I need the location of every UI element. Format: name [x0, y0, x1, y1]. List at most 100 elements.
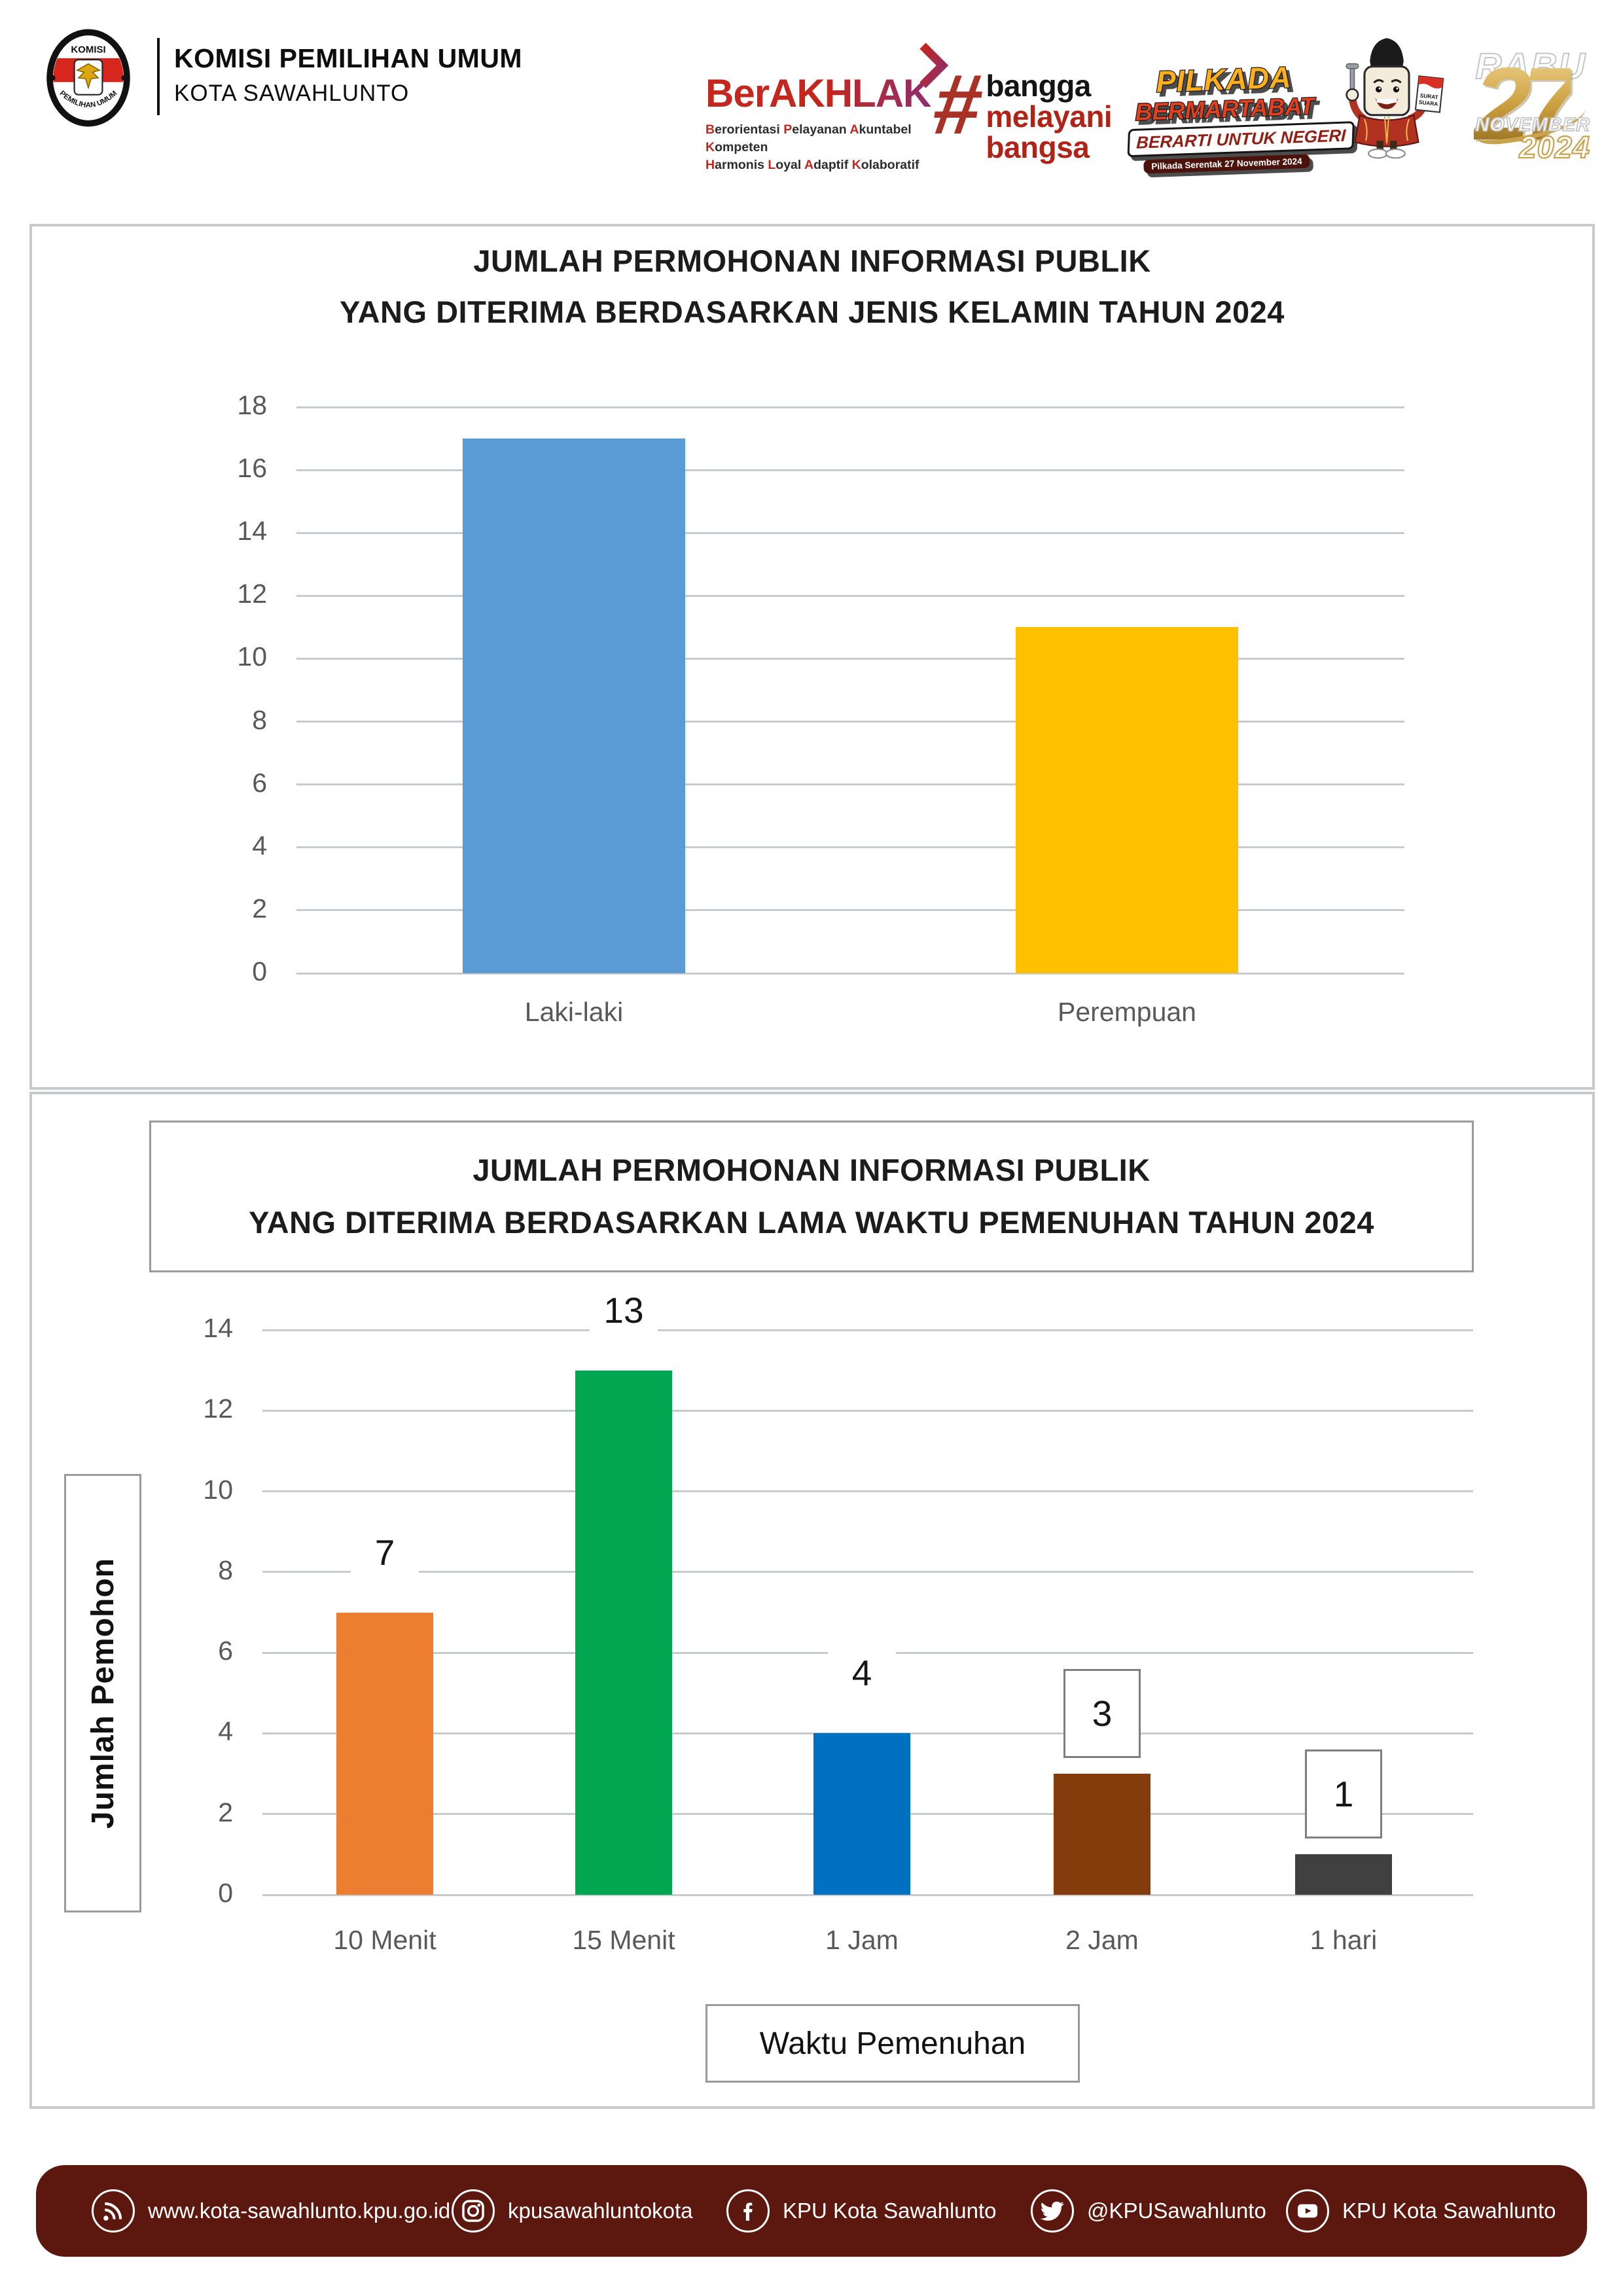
header-divider [157, 38, 160, 115]
date-badge-year: 2024 [1518, 129, 1590, 165]
hash-icon: # [927, 56, 989, 152]
y-tick-label: 10 [203, 1474, 233, 1505]
org-block: KOMISI PEMILIHAN UMUM KOTA SAWAHLUNTO [174, 43, 522, 107]
category-label: 15 Menit [572, 1925, 675, 1955]
berakhlak-tagline-2: Harmonis Loyal Adaptif Kolaboratif [705, 158, 919, 172]
gridline [296, 909, 1404, 912]
bar [1054, 1774, 1150, 1895]
y-tick-label: 4 [218, 1716, 233, 1747]
bangga-melayani-bangsa-logo: # bangga melayani bangsa [928, 56, 1113, 164]
footer-item-label: kpusawahluntokota [508, 2198, 693, 2223]
gridline [262, 1571, 1473, 1573]
chart2-title: JUMLAH PERMOHONAN INFORMASI PUBLIK YANG … [149, 1121, 1474, 1272]
facebook-icon [726, 2189, 770, 2233]
chart2-x-axis-title: Waktu Pemenuhan [705, 2004, 1080, 2083]
gridline [296, 469, 1404, 471]
y-tick-label: 12 [203, 1393, 233, 1424]
footer-item-label: KPU Kota Sawahlunto [783, 2198, 997, 2223]
y-tick-label: 0 [218, 1878, 233, 1908]
svg-text:SUARA: SUARA [1419, 99, 1438, 107]
berakhlak-tagline-1: Berorientasi Pelayanan Akuntabel Kompete… [705, 122, 912, 154]
pilkada-badge-line4: Pilkada Serentak 27 November 2024 [1143, 154, 1310, 174]
category-label: 1 Jam [825, 1925, 899, 1955]
chart1-panel [29, 224, 1595, 1090]
date-badge-date: 27 [1474, 46, 1580, 162]
gridline [262, 1329, 1473, 1331]
footer-item-label: @KPUSawahlunto [1087, 2198, 1266, 2223]
bar [1016, 627, 1238, 973]
y-tick-label: 8 [252, 704, 267, 735]
berakhlak-arrow-icon [919, 43, 949, 88]
category-label: 1 hari [1310, 1925, 1378, 1955]
y-tick-label: 4 [252, 830, 267, 861]
y-tick-label: 2 [218, 1797, 233, 1827]
youtube-icon [1286, 2189, 1329, 2233]
bar [1295, 1854, 1392, 1895]
y-tick-label: 14 [203, 1313, 233, 1343]
y-tick-label: 10 [237, 641, 267, 672]
gridline [262, 1893, 1473, 1896]
y-tick-label: 16 [237, 453, 267, 484]
data-label: 1 [1305, 1749, 1382, 1839]
berakhlak-logo: BerAKHLAK Berorientasi Pelayanan Akuntab… [705, 43, 949, 174]
hashtag-word-2: melayani [986, 99, 1113, 134]
footer-item-youtube: KPU Kota Sawahlunto [1286, 2165, 1556, 2257]
hashtag-word-1: bangga [986, 69, 1091, 103]
bar [813, 1733, 910, 1895]
category-label: Laki-laki [524, 997, 624, 1027]
data-label: 3 [1063, 1669, 1141, 1759]
y-tick-label: 6 [252, 767, 267, 798]
gridline [262, 1409, 1473, 1412]
chart1-plot-area: 0 2 4 6 8 10 12 14 16 18 Laki-laki Perempuan [237, 390, 1404, 1027]
category-label: Perempuan [1058, 997, 1196, 1027]
surat-suara-card: SURAT SUARA [1414, 75, 1444, 113]
category-label: 2 Jam [1065, 1925, 1139, 1955]
songkok-hat [1370, 38, 1404, 72]
date-badge-month: NOVEMBER [1475, 114, 1590, 136]
chart2-plot-area: 0 2 4 6 8 10 12 14 10 Menit 7 15 Menit 1 3 1 Jam 4 2 Ja… [203, 1280, 1473, 1955]
kpu-logo-top-text: KOMISI [71, 44, 105, 55]
footer-item-label: www.kota-sawahlunto.kpu.go.id [148, 2198, 451, 2223]
gridline [296, 594, 1404, 597]
org-unit: KOTA SAWAHLUNTO [174, 81, 410, 106]
data-label: 4 [828, 1643, 896, 1704]
footer-item-rss: www.kota-sawahlunto.kpu.go.id [92, 2165, 450, 2257]
gridline [296, 972, 1404, 975]
y-tick-label: 2 [252, 893, 267, 924]
y-tick-label: 8 [218, 1554, 233, 1585]
y-tick-label: 14 [237, 516, 267, 547]
footer-bar: www.kota-sawahlunto.kpu.go.id kpusawahlun… [36, 2165, 1587, 2257]
instagram-icon [452, 2189, 495, 2233]
bar [575, 1370, 672, 1895]
batik-jacket [1354, 114, 1419, 147]
footer-item-instagram: kpusawahluntokota [452, 2165, 693, 2257]
bar [336, 1612, 433, 1895]
chart1-title: JUMLAH PERMOHONAN INFORMASI PUBLIK YANG … [340, 243, 1285, 329]
y-tick-label: 6 [218, 1636, 233, 1666]
hashtag-word-3: bangsa [986, 130, 1090, 164]
footer-item-facebook: KPU Kota Sawahlunto [726, 2165, 997, 2257]
gridline [296, 846, 1404, 849]
date-badge: RABU 27 NOVEMBER 2024 [1474, 45, 1590, 165]
date-badge-day: RABU [1474, 45, 1586, 87]
y-tick-label: 0 [252, 956, 267, 986]
gridline [296, 657, 1404, 660]
kpu-mascot: SURAT SUARA [1346, 38, 1444, 159]
twitter-icon [1031, 2189, 1074, 2233]
chart2-y-axis-title: Jumlah Pemohon [64, 1474, 141, 1912]
data-label: 7 [351, 1522, 419, 1583]
org-name: KOMISI PEMILIHAN UMUM [174, 43, 523, 73]
pilkada-badge: PILKADA BERMARTABAT BERARTI UNTUK NEGERI… [1125, 60, 1355, 174]
category-label: 10 Menit [333, 1925, 437, 1955]
gridline [296, 406, 1404, 408]
kpu-logo: KOMISI PEMILIHAN UMUM [46, 29, 130, 127]
svg-text:SURAT: SURAT [1419, 93, 1438, 101]
berakhlak-title: BerAKHLAK [705, 43, 949, 116]
y-tick-label: 18 [237, 390, 267, 420]
gridline [296, 721, 1404, 723]
bar [463, 439, 685, 973]
gridline [296, 531, 1404, 534]
rss-icon [92, 2189, 135, 2233]
garuda-icon [75, 63, 101, 90]
